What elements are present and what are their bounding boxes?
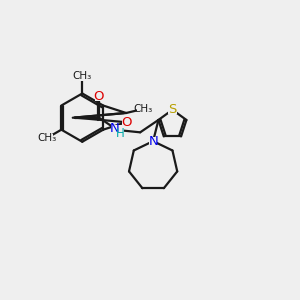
FancyBboxPatch shape xyxy=(136,105,149,113)
Text: CH₃: CH₃ xyxy=(133,104,152,114)
Text: O: O xyxy=(94,90,104,103)
FancyBboxPatch shape xyxy=(111,125,124,135)
FancyBboxPatch shape xyxy=(149,137,157,145)
FancyBboxPatch shape xyxy=(122,118,130,127)
Text: N: N xyxy=(110,122,120,135)
Text: N: N xyxy=(148,135,158,148)
Text: O: O xyxy=(121,116,131,129)
FancyBboxPatch shape xyxy=(76,72,88,80)
FancyBboxPatch shape xyxy=(94,92,103,101)
Text: CH₃: CH₃ xyxy=(73,71,92,81)
FancyBboxPatch shape xyxy=(40,134,53,142)
Text: H: H xyxy=(116,127,124,140)
Text: CH₃: CH₃ xyxy=(37,133,56,143)
Text: S: S xyxy=(168,103,177,116)
FancyBboxPatch shape xyxy=(168,106,176,114)
